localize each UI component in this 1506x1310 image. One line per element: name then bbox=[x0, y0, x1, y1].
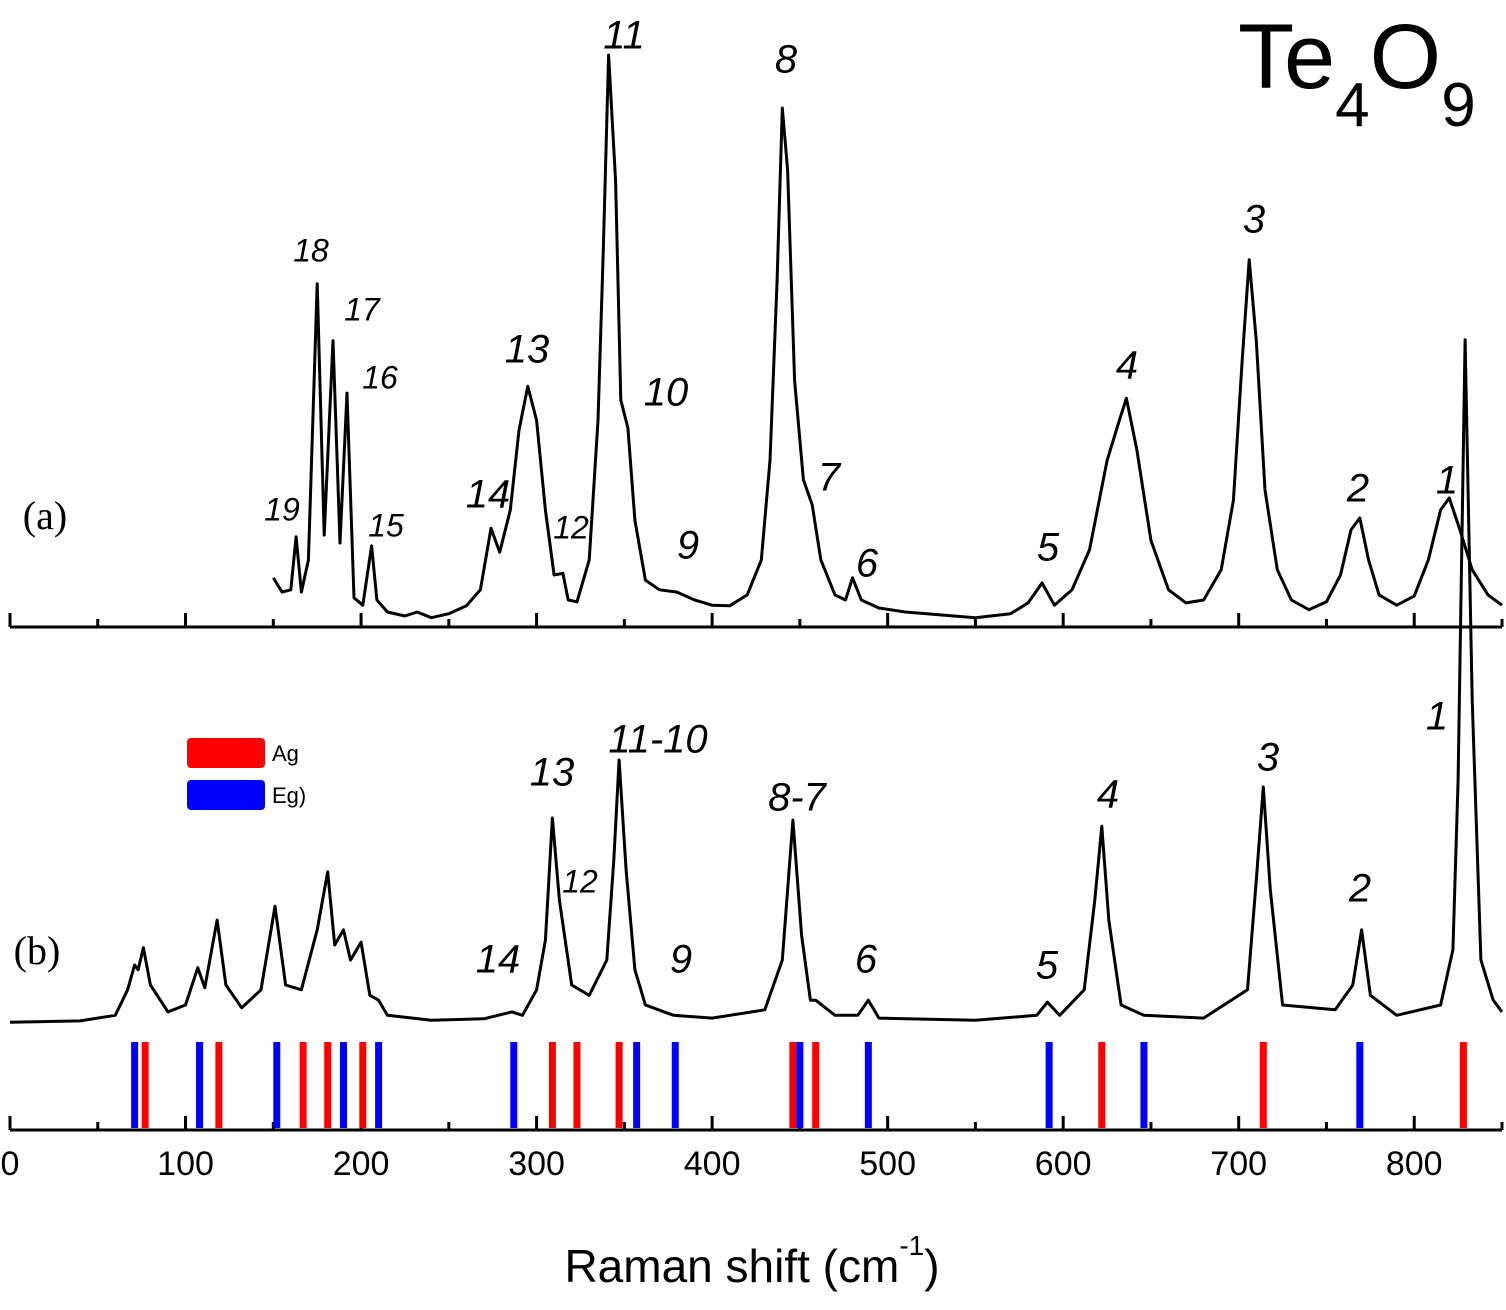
peak-label: 4 bbox=[1097, 773, 1119, 817]
peak-label: 13 bbox=[530, 751, 575, 795]
x-tick-label: 400 bbox=[684, 1145, 741, 1183]
peak-label: 18 bbox=[293, 232, 329, 268]
peak-label: 8-7 bbox=[768, 776, 828, 820]
mode-bar bbox=[1045, 1042, 1053, 1128]
title-part: 4 bbox=[1335, 71, 1369, 140]
label-part: -1 bbox=[899, 1230, 924, 1261]
mode-bar bbox=[548, 1042, 556, 1128]
peak-label: 14 bbox=[476, 938, 521, 982]
mode-bar bbox=[359, 1042, 367, 1128]
peak-label: 6 bbox=[856, 542, 879, 586]
x-tick-label: 800 bbox=[1386, 1145, 1443, 1183]
mode-bar bbox=[196, 1042, 204, 1128]
title-part: 9 bbox=[1441, 71, 1475, 140]
peak-label: 11 bbox=[603, 14, 645, 58]
peak-label: 1 bbox=[1426, 695, 1448, 739]
mode-bar bbox=[1459, 1042, 1467, 1128]
legend-label: Eg) bbox=[272, 783, 306, 808]
mode-bar bbox=[510, 1042, 518, 1128]
peak-label: 2 bbox=[1346, 467, 1369, 511]
title-part: O bbox=[1370, 6, 1442, 108]
peak-label: 14 bbox=[466, 473, 511, 517]
peak-label: 5 bbox=[1036, 944, 1059, 988]
x-tick-label: 700 bbox=[1210, 1145, 1267, 1183]
x-tick-label: 600 bbox=[1035, 1145, 1092, 1183]
x-tick-label: 500 bbox=[859, 1145, 916, 1183]
chart-title: Te4O9 bbox=[1238, 6, 1476, 140]
mode-bar bbox=[215, 1042, 223, 1128]
mode-bar bbox=[1140, 1042, 1148, 1128]
spectrum-line bbox=[272, 53, 1503, 620]
x-tick-label: 200 bbox=[333, 1145, 390, 1183]
mode-bar bbox=[789, 1042, 797, 1128]
peak-label: 8 bbox=[775, 38, 798, 82]
mode-bar bbox=[141, 1042, 149, 1128]
spectrum-line bbox=[9, 338, 1504, 1024]
mode-bar bbox=[573, 1042, 581, 1128]
mode-bar bbox=[299, 1042, 307, 1128]
peak-label: 2 bbox=[1348, 867, 1371, 911]
x-axis-label: Raman shift (cm-1) bbox=[564, 1230, 939, 1292]
mode-bar bbox=[375, 1042, 383, 1128]
peak-label: 9 bbox=[677, 524, 699, 568]
peak-label: 9 bbox=[670, 938, 692, 982]
legend-swatch bbox=[187, 780, 265, 810]
mode-bar bbox=[615, 1042, 623, 1128]
mode-bar bbox=[633, 1042, 641, 1128]
peak-label: 15 bbox=[368, 507, 404, 543]
peak-label: 19 bbox=[264, 491, 300, 527]
mode-bar bbox=[671, 1042, 679, 1128]
mode-bar bbox=[1098, 1042, 1106, 1128]
peak-label: 16 bbox=[362, 359, 398, 395]
x-tick-label: 100 bbox=[157, 1145, 214, 1183]
peak-label: 1 bbox=[1436, 459, 1458, 503]
peak-label: 5 bbox=[1037, 526, 1060, 570]
title-part: Te bbox=[1238, 6, 1335, 108]
legend-label: Ag bbox=[272, 741, 299, 766]
mode-bar bbox=[273, 1042, 281, 1128]
peak-label: 3 bbox=[1257, 736, 1279, 780]
mode-bar bbox=[324, 1042, 332, 1128]
x-tick-label: 300 bbox=[508, 1145, 565, 1183]
label-part: ) bbox=[924, 1240, 939, 1292]
panel-label: (b) bbox=[14, 928, 61, 973]
mode-bar bbox=[796, 1042, 804, 1128]
panel-label: (a) bbox=[23, 493, 67, 538]
legend-swatch bbox=[187, 738, 265, 768]
peak-label: 11-10 bbox=[608, 718, 707, 762]
mode-bar bbox=[131, 1042, 139, 1128]
mode-bar bbox=[1356, 1042, 1364, 1128]
peak-label: 4 bbox=[1116, 344, 1138, 388]
label-part: Raman shift (cm bbox=[564, 1240, 899, 1292]
peak-label: 10 bbox=[644, 371, 689, 415]
peak-label: 13 bbox=[505, 328, 550, 372]
mode-bar bbox=[864, 1042, 872, 1128]
mode-bar bbox=[340, 1042, 348, 1128]
x-tick-label: 0 bbox=[1, 1145, 20, 1183]
peak-label: 7 bbox=[818, 456, 842, 500]
peak-label: 3 bbox=[1243, 198, 1265, 242]
peak-label: 12 bbox=[553, 509, 589, 545]
mode-bar bbox=[1259, 1042, 1267, 1128]
peak-label: 12 bbox=[562, 863, 598, 899]
peak-label: 17 bbox=[344, 291, 381, 327]
mode-bar bbox=[812, 1042, 820, 1128]
peak-label: 6 bbox=[855, 938, 878, 982]
